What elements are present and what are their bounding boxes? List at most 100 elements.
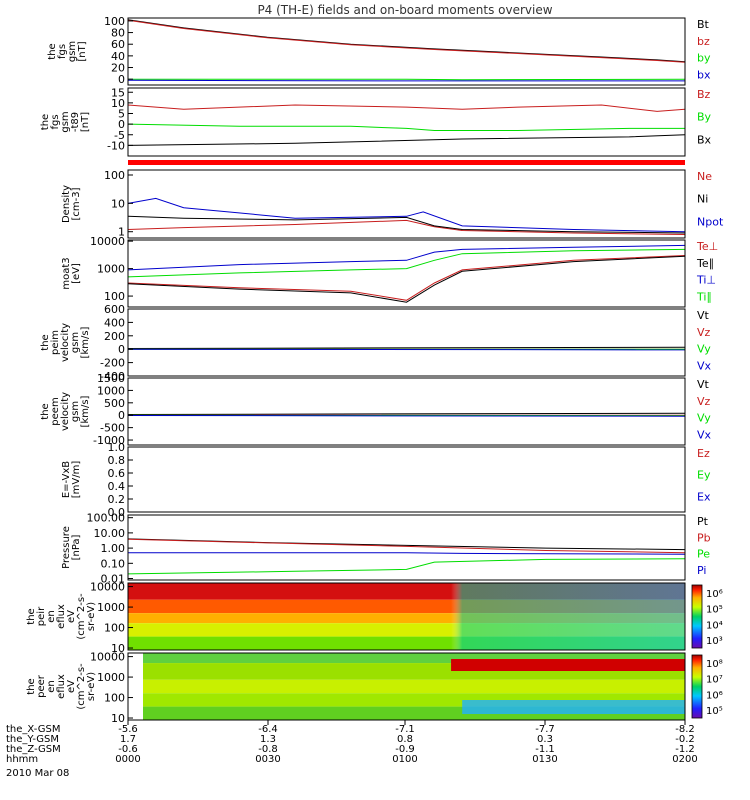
y-tick-label: 10000: [90, 235, 125, 248]
y-axis-label-line: en: [46, 610, 57, 623]
y-tick-label: 100: [104, 692, 125, 705]
panel-frame: [127, 17, 686, 86]
y-axis-label-line: velocity: [60, 392, 71, 431]
y-axis-label: thepeirenefluxeV(cm^2-s-sr-eV): [26, 593, 97, 640]
y-tick-label: 400: [104, 316, 125, 329]
y-axis-label-line: [mV/m]: [71, 461, 82, 499]
colorbar-label: 10⁴: [706, 620, 723, 631]
ephemeris-value: -6.4: [258, 724, 278, 735]
y-axis-label-line: velocity: [60, 323, 71, 362]
y-axis-label-line: the: [40, 403, 51, 419]
legend-label-Vt: Vt: [697, 378, 710, 391]
ephemeris-value: 0030: [255, 754, 280, 765]
y-axis-label-line: sr-eV): [86, 602, 97, 631]
legend-label-Ey: Ey: [697, 469, 711, 482]
spectrogram-gap: [128, 653, 143, 720]
ephemeris-value: -1.2: [675, 744, 695, 755]
y-tick-label: -400: [100, 370, 125, 383]
y-axis-label-line: eV: [66, 610, 77, 623]
y-axis-label-line: [nPa]: [71, 534, 82, 560]
ephemeris-value: 0130: [532, 754, 557, 765]
colorbar-label: 10⁸: [706, 659, 723, 670]
y-axis-label-line: fgs: [50, 114, 61, 129]
colorbar-label: 10⁶: [706, 690, 723, 701]
y-axis-label-line: the: [40, 114, 51, 130]
panel-3: 1 10 100 Density[cm-3] Ne Ni Npot: [61, 169, 724, 239]
y-tick-label: 0: [118, 409, 125, 422]
legend-label-Ti⊥: Ti⊥: [696, 274, 716, 287]
y-tick-label: 0: [118, 118, 125, 131]
y-tick-label: 0: [118, 343, 125, 356]
series-line-Ti⊥: [127, 244, 686, 271]
y-axis-label-line: [cm-3]: [71, 187, 82, 220]
y-tick-label: 10: [111, 197, 125, 210]
y-axis-label: moat3[eV]: [61, 257, 82, 289]
legend-label-Pt: Pt: [697, 515, 709, 528]
y-axis-label-line: the: [40, 334, 51, 350]
y-tick-label: 10000: [90, 651, 125, 664]
series-line-Te∥: [127, 255, 686, 303]
ephemeris-value: 0000: [115, 754, 140, 765]
y-axis-label-line: sr-eV): [86, 672, 97, 701]
ephemeris-value: -0.9: [395, 744, 415, 755]
legend-label-Ni: Ni: [697, 193, 708, 206]
ephemeris-value: -7.7: [535, 724, 555, 735]
spectrogram-band: [128, 653, 685, 664]
y-tick-label: 1000: [97, 601, 125, 614]
legend-label-Vz: Vz: [697, 395, 711, 408]
legend-label-bx: bx: [697, 68, 711, 81]
y-tick-label: 10: [111, 712, 125, 725]
legend-label-Te⊥: Te⊥: [696, 240, 718, 253]
y-tick-label: 100.00: [87, 512, 126, 525]
series-line-Vx: [127, 415, 686, 417]
legend-label-Vy: Vy: [697, 343, 711, 356]
y-tick-label: 5: [118, 108, 125, 121]
y-axis-label-line: eV: [66, 680, 77, 693]
ephemeris-value: -1.1: [535, 744, 555, 755]
y-tick-label: 10: [111, 97, 125, 110]
y-tick-label: 0.8: [108, 454, 126, 467]
spectrogram-band: [462, 700, 685, 714]
ephemeris-label: the_X-GSM: [6, 724, 60, 735]
series-line-Bz: [127, 104, 686, 112]
y-axis-label-line: moat3: [61, 257, 72, 289]
y-tick-label: 0.01: [101, 573, 126, 586]
y-axis-label-line: peem: [50, 397, 61, 425]
y-tick-label: 1.00: [101, 542, 126, 555]
ephemeris-value: 1.3: [260, 734, 276, 745]
y-axis-label: E=-VxB[mV/m]: [61, 461, 82, 499]
y-tick-label: 0.2: [108, 493, 126, 506]
y-tick-label: -200: [100, 357, 125, 370]
y-axis-label-line: gsm: [70, 332, 81, 353]
y-tick-label: 1.0: [108, 441, 126, 454]
y-tick-label: 0.10: [101, 557, 126, 570]
y-tick-label: 1000: [97, 384, 125, 397]
series-line-Bx: [127, 134, 686, 146]
y-axis-label-line: eflux: [56, 674, 67, 699]
y-tick-label: 15: [111, 86, 125, 99]
y-tick-label: -5: [114, 129, 125, 142]
y-tick-label: -10: [107, 139, 125, 152]
y-tick-label: 0: [118, 73, 125, 86]
series-line-Bt: [127, 19, 686, 63]
panel-frame: [127, 446, 686, 513]
series-line-Ni: [127, 215, 686, 234]
legend-label-Ez: Ez: [697, 447, 710, 460]
y-axis-label-line: the: [47, 43, 58, 59]
series-line-Ne: [127, 219, 686, 235]
legend-label-Ex: Ex: [697, 490, 711, 503]
legend-label-Bx: Bx: [697, 133, 712, 146]
y-axis-label-line: E=-VxB: [61, 461, 72, 498]
series-line-by: [128, 78, 686, 81]
y-tick-label: 0.6: [108, 467, 126, 480]
legend-label-by: by: [697, 52, 711, 65]
panel-frame: [127, 514, 686, 581]
y-axis-label-line: [km/s]: [80, 395, 91, 427]
figure-title: P4 (TH-E) fields and on-board moments ov…: [257, 3, 552, 17]
series-line-Pt: [127, 538, 686, 551]
y-axis-label-line: the: [26, 678, 37, 694]
series-line-Vt: [127, 346, 686, 349]
